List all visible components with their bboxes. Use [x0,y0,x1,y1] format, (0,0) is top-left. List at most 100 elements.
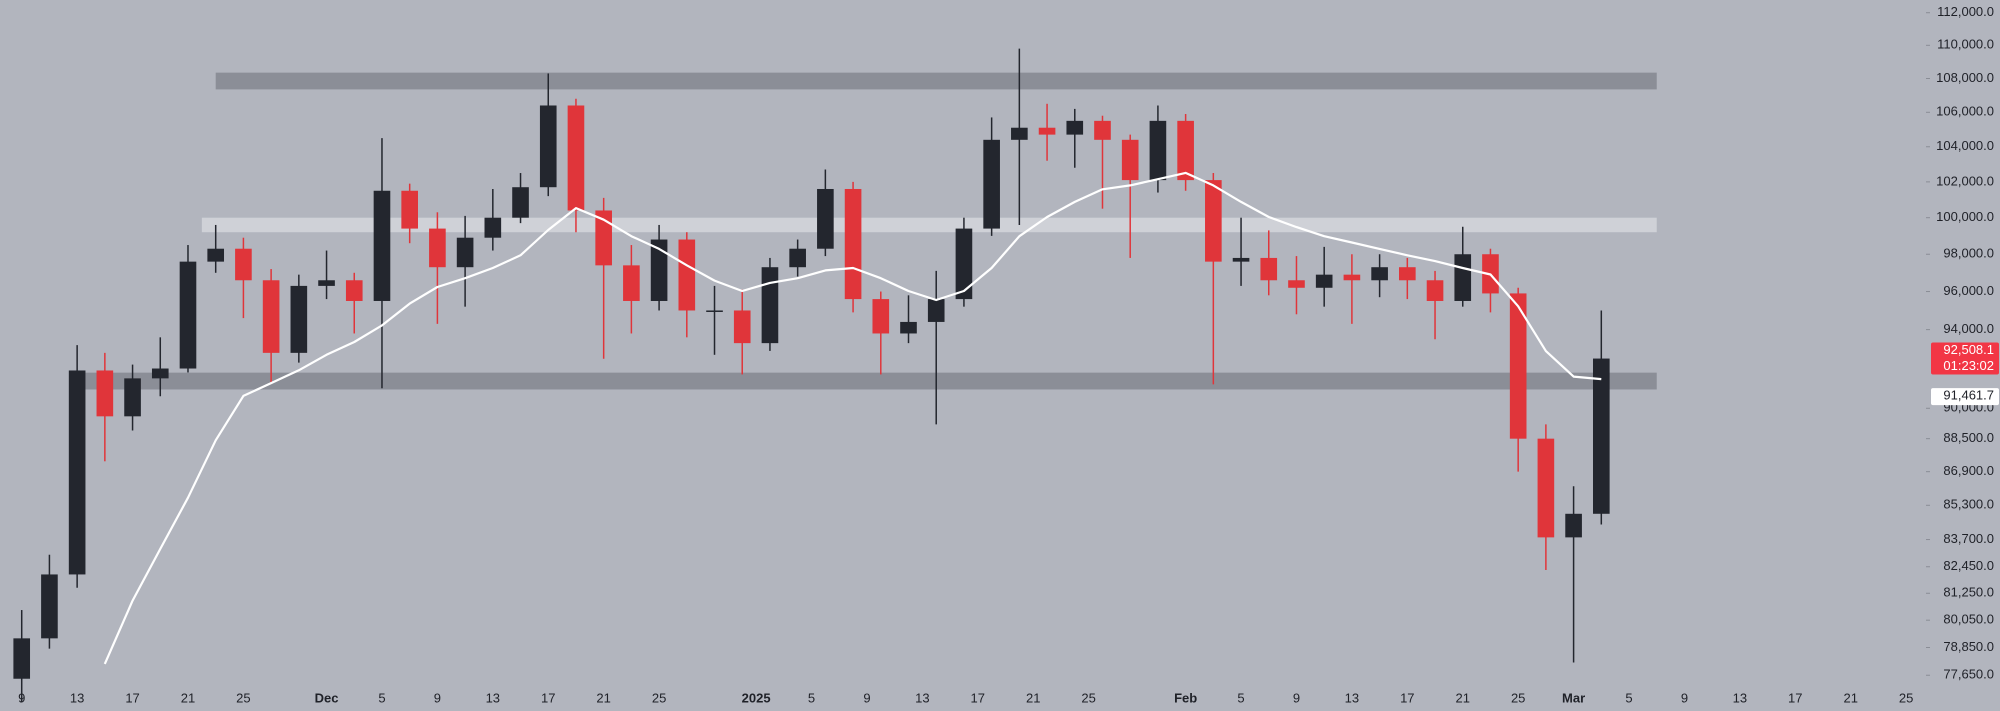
y-tick-label: 81,250.0 [1943,585,1994,600]
candle-body [955,228,973,300]
candle-body [789,248,806,268]
x-tick-label: 21 [1456,690,1470,705]
x-tick-label: 13 [1733,690,1747,705]
x-tick-label: 9 [434,690,441,705]
line-tag [1931,388,1999,406]
candle-body [318,280,335,286]
x-tick-label: 25 [236,690,250,705]
candle-body [1592,358,1610,514]
y-tick-label: 78,850.0 [1943,639,1994,654]
candle-body [1399,267,1416,281]
candle-body [429,228,446,268]
y-tick-label: 98,000.0 [1943,246,1994,261]
candle-body [1509,293,1527,439]
x-tick-label: 9 [1293,690,1300,705]
candle-body [761,267,779,344]
x-tick-label: 17 [1788,690,1802,705]
candle-body [1315,274,1333,288]
price-zone [77,372,1657,390]
y-tick-label: 80,050.0 [1943,612,1994,627]
candle-body [733,310,751,344]
candle-body [1066,120,1084,135]
candle-body [1260,257,1278,281]
x-tick-label: 25 [652,690,666,705]
candle-body [650,239,668,301]
y-tick-label: 77,650.0 [1943,667,1994,682]
x-tick-label: 25 [1899,690,1913,705]
y-tick-label: 86,900.0 [1943,463,1994,478]
x-tick-label: Feb [1174,690,1197,705]
price-zone [201,217,1657,233]
candle-body [235,248,252,281]
candle-body [456,237,474,268]
x-tick-label: Dec [315,690,339,705]
x-tick-label: 13 [486,690,500,705]
candle-body [290,285,308,353]
y-tick-label: 108,000.0 [1936,70,1994,85]
y-tick-label: 104,000.0 [1936,138,1994,153]
x-tick-label: 9 [863,690,870,705]
candle-body [1454,254,1472,301]
y-tick-label: 112,000.0 [1937,4,1994,19]
price-tag-countdown: 01:23:02 [1943,358,1994,373]
y-tick-label: 83,700.0 [1943,531,1994,546]
candle-body [817,188,834,249]
candle-body [1537,438,1555,538]
x-tick-label: 21 [596,690,610,705]
candle-body [1205,180,1222,262]
y-tick-label: 102,000.0 [1936,173,1994,188]
candle-body [678,239,696,311]
candle-body [567,105,585,211]
candle-body [373,190,391,301]
candle-body [262,280,280,353]
candle-body [983,139,1000,229]
x-tick-label: 21 [181,690,195,705]
x-tick-label: 9 [1681,690,1688,705]
candle-body [401,190,418,229]
x-tick-label: Mar [1562,690,1585,705]
x-tick-label: 17 [971,690,985,705]
candle-body [927,299,945,322]
line-tag-label: 91,461.7 [1943,388,1994,403]
candle-body [151,368,169,379]
candle-body [1121,139,1139,181]
candle-body [1288,280,1305,288]
candle-body [872,299,890,334]
x-tick-label: 17 [541,690,555,705]
candle-body [1038,127,1056,135]
x-tick-label: 17 [1400,690,1414,705]
x-tick-label: 17 [125,690,139,705]
x-tick-label: 25 [1081,690,1095,705]
x-tick-label: 5 [1625,690,1632,705]
price-tag [1931,342,1999,375]
candle-body [1011,127,1028,140]
y-tick-label: 106,000.0 [1936,104,1994,119]
candle-body [1565,513,1582,538]
candle-body [623,265,640,301]
candle-body [1177,120,1194,181]
candle-body [179,261,197,369]
y-tick-label: 96,000.0 [1943,283,1994,298]
y-tick-label: 100,000.0 [1936,209,1994,224]
y-tick-label: 85,300.0 [1943,497,1994,512]
x-tick-label: 21 [1843,690,1857,705]
x-tick-label: 25 [1511,690,1525,705]
x-tick-label: 21 [1026,690,1040,705]
candle-body [1232,257,1250,262]
x-tick-label: 5 [1237,690,1244,705]
candle-body [345,280,363,301]
candle-body [595,210,612,266]
candle-body [41,574,58,639]
candle-body [1094,120,1111,140]
candle-body [96,370,114,417]
moving-average-line [103,171,1602,665]
candle-body [207,248,225,262]
x-tick-label: 13 [915,690,929,705]
candle-body [484,217,502,238]
candle-body [1149,120,1167,181]
price-zone [215,72,1657,90]
candle-body [1426,280,1444,301]
